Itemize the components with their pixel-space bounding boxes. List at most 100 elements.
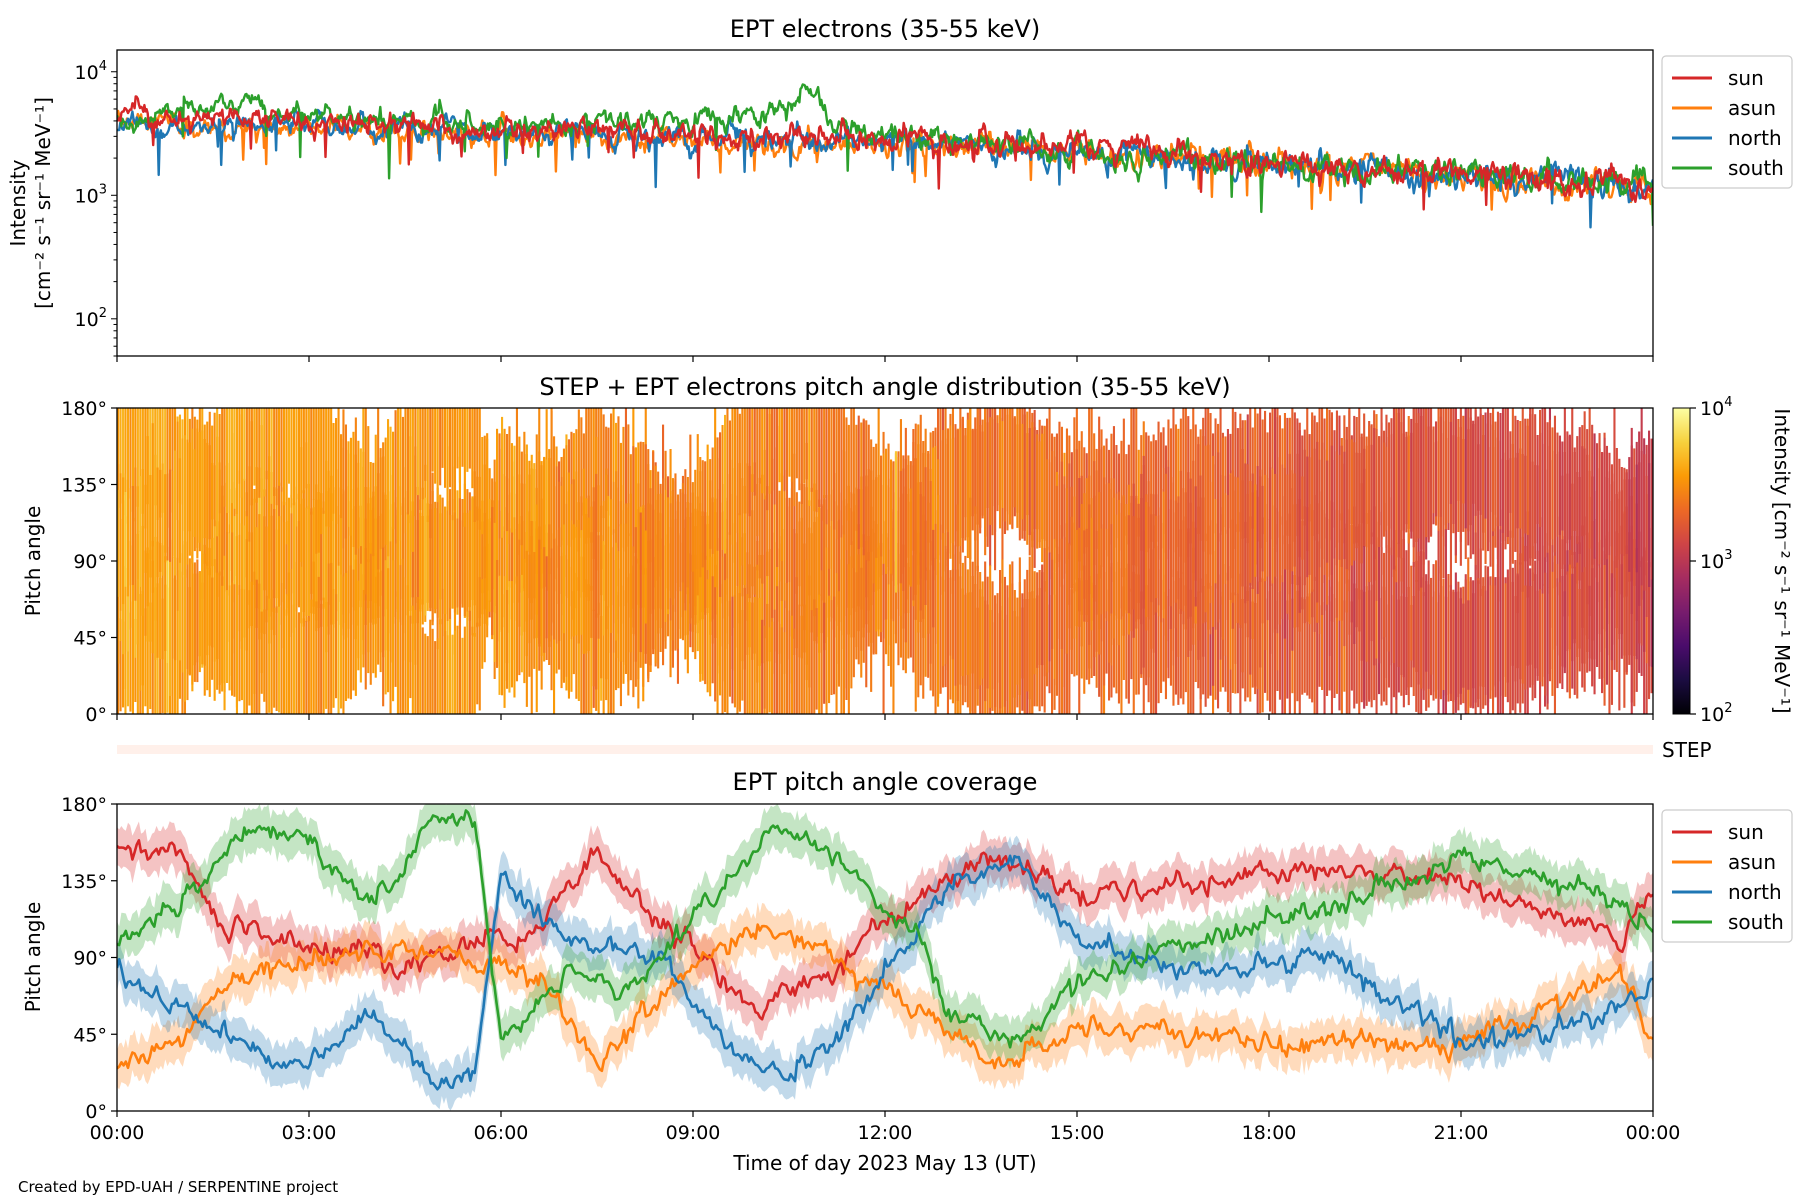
heatmap-cell <box>302 408 305 494</box>
heatmap-cell <box>295 408 298 527</box>
heatmap-cell <box>305 620 308 714</box>
heatmap-cell <box>756 408 759 537</box>
heatmap-cell <box>1169 428 1173 550</box>
heatmap-cell <box>1588 408 1591 549</box>
heatmap-cell <box>1221 596 1225 688</box>
heatmap-cell <box>572 524 575 637</box>
heatmap-cell <box>1083 565 1086 694</box>
heatmap-cell <box>335 594 338 699</box>
heatmap-cell <box>317 492 320 629</box>
panel-intensity: EPT electrons (35-55 keV) 102 103 104 Inte… <box>6 15 1793 362</box>
heatmap-cell <box>216 408 219 537</box>
heatmap-cell <box>164 474 167 563</box>
heatmap-cell <box>969 497 972 714</box>
heatmap-cell <box>1474 565 1477 703</box>
heatmap-cell <box>1179 578 1182 699</box>
heatmap-cell <box>149 602 152 709</box>
heatmap-cell <box>1335 598 1339 694</box>
heatmap-cell <box>1281 575 1284 714</box>
heatmap-cell <box>1301 520 1304 610</box>
heatmap-cell <box>129 612 132 712</box>
heatmap-cell <box>679 489 682 592</box>
panel3-title: EPT pitch angle coverage <box>733 768 1038 796</box>
heatmap-cell <box>1546 422 1549 542</box>
heatmap-cell <box>530 521 533 714</box>
heatmap-cell <box>161 408 164 513</box>
heatmap-cell <box>790 479 794 637</box>
heatmap-cell <box>728 600 732 697</box>
heatmap-cell <box>1506 577 1509 703</box>
heatmap-cell <box>1182 488 1185 612</box>
heatmap-cell <box>1539 432 1542 528</box>
heatmap-cell <box>136 533 139 645</box>
heatmap-cell <box>287 572 291 714</box>
heatmap-cell <box>518 436 521 555</box>
heatmap-cell <box>1380 547 1383 640</box>
heatmap-cell <box>352 569 355 691</box>
heatmap-cell <box>649 488 652 666</box>
heatmap-cell <box>186 541 189 669</box>
heatmap-cell <box>1509 547 1512 714</box>
heatmap-cell <box>1261 419 1264 535</box>
heatmap-cell <box>1360 433 1363 564</box>
heatmap-cell <box>501 594 504 696</box>
heatmap-cell <box>592 501 595 687</box>
heatmap-cell <box>354 559 357 696</box>
heatmap-cell <box>857 415 860 550</box>
heatmap-cell <box>805 408 808 480</box>
heatmap-cell <box>1459 408 1462 566</box>
heatmap-cell <box>498 433 501 539</box>
heatmap-cell <box>691 482 694 572</box>
heatmap-cell <box>860 567 863 651</box>
heatmap-cell <box>1330 586 1334 714</box>
heatmap-cell <box>728 474 732 617</box>
heatmap-cell <box>1021 593 1024 679</box>
heatmap-cell <box>1499 529 1502 714</box>
heatmap-cell <box>1444 408 1448 526</box>
heatmap-cell <box>424 497 427 616</box>
heatmap-cell <box>1415 560 1418 672</box>
heatmap-cell <box>788 506 791 660</box>
heatmap-cell <box>250 421 253 627</box>
heatmap-cell <box>1494 421 1497 515</box>
heatmap-cell <box>444 408 447 488</box>
heatmap-cell <box>1006 408 1009 531</box>
heatmap-cell <box>934 523 937 644</box>
heatmap-cell <box>1204 574 1207 707</box>
heatmap-cell <box>1053 456 1056 573</box>
heatmap-cell <box>904 427 907 643</box>
heatmap-cell <box>1132 516 1135 610</box>
heatmap-cell <box>1194 597 1197 682</box>
heatmap-cell <box>758 597 761 714</box>
panel1-y-label-line2: [cm⁻² s⁻¹ sr⁻¹ MeV⁻¹] <box>31 97 55 309</box>
heatmap-cell <box>255 408 258 503</box>
heatmap-cell <box>310 599 313 714</box>
heatmap-cell <box>166 546 169 663</box>
heatmap-cell <box>912 429 915 601</box>
heatmap-cell <box>575 526 578 636</box>
heatmap-cell <box>1209 585 1212 696</box>
heatmap-cell <box>1182 572 1185 705</box>
heatmap-cell <box>1254 484 1257 577</box>
heatmap-cell <box>129 488 132 586</box>
heatmap-cell <box>1437 528 1440 714</box>
heatmap-cell <box>1531 408 1534 581</box>
heatmap-cell <box>1219 474 1222 605</box>
heatmap-cell <box>476 622 479 705</box>
y-tick-label: 45° <box>73 1024 107 1046</box>
heatmap-cell <box>1147 481 1150 678</box>
heatmap-cell <box>1417 551 1420 685</box>
heatmap-cell <box>699 457 702 578</box>
heatmap-cell <box>617 591 620 689</box>
heatmap-cell <box>1298 430 1301 613</box>
heatmap-cell <box>1363 468 1366 709</box>
heatmap-cell <box>585 408 588 544</box>
heatmap-cell <box>481 437 484 535</box>
heatmap-cell <box>315 408 318 554</box>
heatmap-cell <box>258 408 261 498</box>
heatmap-cell <box>580 530 583 635</box>
heatmap-cell <box>1578 589 1581 672</box>
heatmap-cell <box>823 602 826 704</box>
heatmap-cell <box>312 561 315 714</box>
legend-label-north: north <box>1728 126 1782 150</box>
